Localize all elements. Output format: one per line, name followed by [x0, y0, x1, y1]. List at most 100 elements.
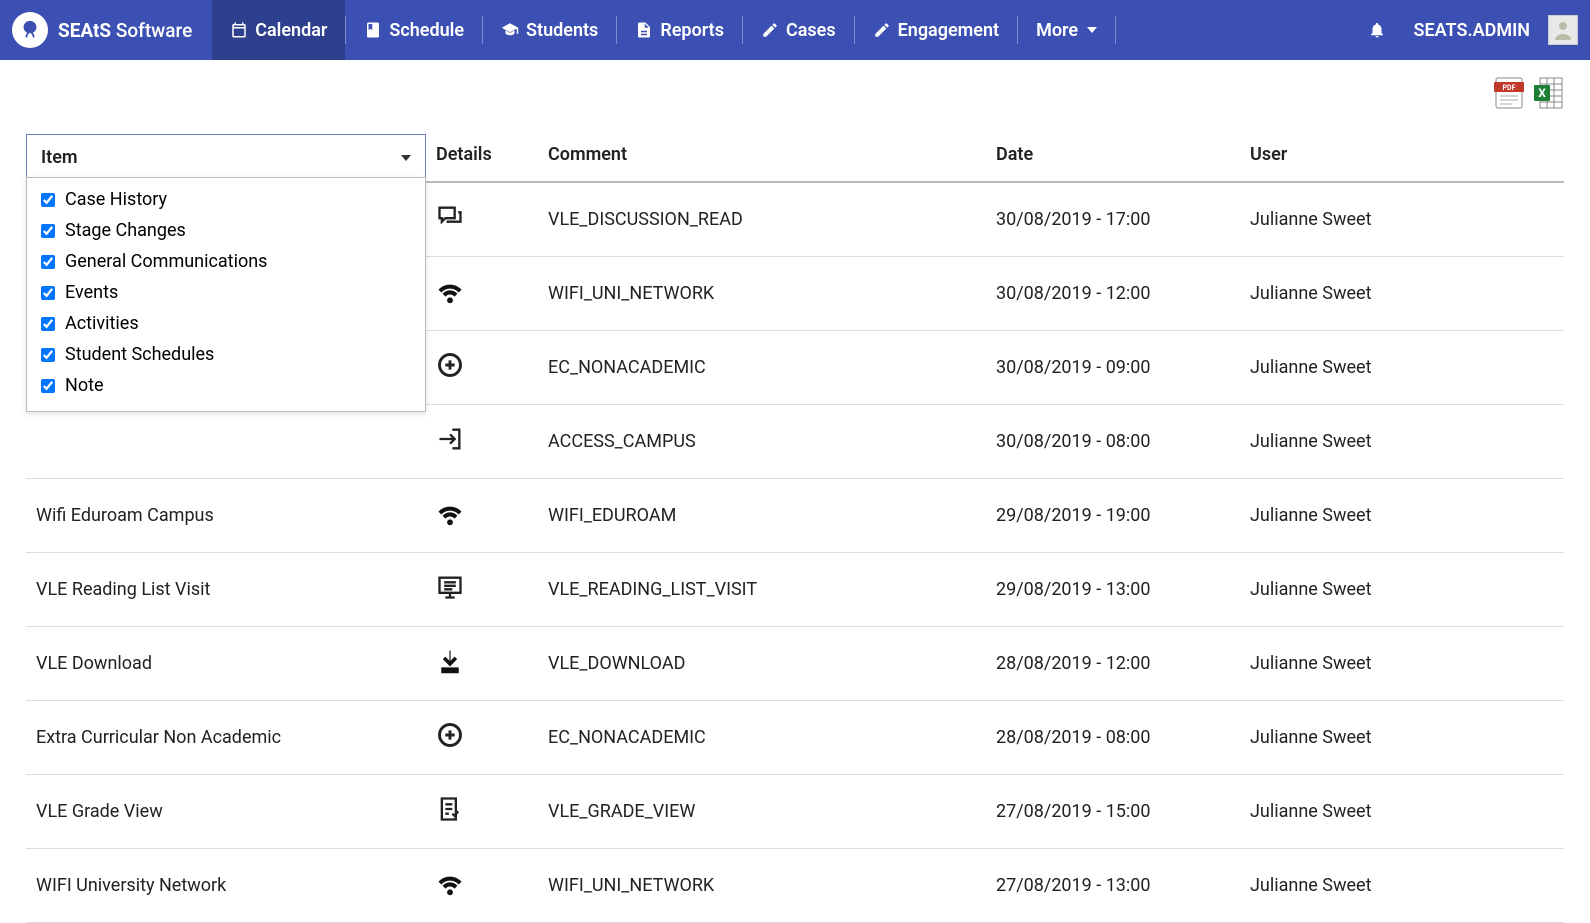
- nav-items: CalendarSchedule Students Reports Cases Enga…: [212, 0, 1116, 60]
- wifi-icon: [436, 277, 464, 305]
- excel-icon: X: [1534, 76, 1564, 110]
- notifications-button[interactable]: [1358, 21, 1396, 39]
- filter-label: Case History: [65, 189, 167, 210]
- wifi-icon: [436, 869, 464, 897]
- content: PDF X Item Details Comment Date Us: [0, 60, 1590, 923]
- col-date[interactable]: Date: [986, 128, 1240, 182]
- cell-date: 28/08/2019 - 08:00: [986, 701, 1240, 775]
- cell-date: 30/08/2019 - 12:00: [986, 257, 1240, 331]
- table-row[interactable]: WIFI University Network WIFI_UNI_NETWORK2…: [26, 849, 1564, 923]
- file-icon: [635, 21, 653, 39]
- filter-checkbox[interactable]: [41, 379, 55, 393]
- cell-date: 30/08/2019 - 17:00: [986, 182, 1240, 257]
- table-row[interactable]: VLE DownloadVLE_DOWNLOAD28/08/2019 - 12:…: [26, 627, 1564, 701]
- filter-option-general-communications[interactable]: General Communications: [27, 246, 425, 277]
- table-row[interactable]: VLE Reading List VisitVLE_READING_LIST_V…: [26, 553, 1564, 627]
- filter-option-case-history[interactable]: Case History: [27, 184, 425, 215]
- cell-details: [426, 479, 538, 553]
- cell-comment: WIFI_UNI_NETWORK: [538, 849, 986, 923]
- nav-schedule[interactable]: Schedule: [346, 0, 482, 60]
- filter-option-activities[interactable]: Activities: [27, 308, 425, 339]
- cell-details: [426, 331, 538, 405]
- col-details[interactable]: Details: [426, 128, 538, 182]
- item-filter-dropdown[interactable]: Item: [26, 134, 426, 181]
- brand[interactable]: SEAtS Software: [12, 12, 212, 48]
- col-comment[interactable]: Comment: [538, 128, 986, 182]
- table-row[interactable]: ACCESS_CAMPUS30/08/2019 - 08:00Julianne …: [26, 405, 1564, 479]
- table-row[interactable]: Extra Curricular Non AcademicEC_NONACADE…: [26, 701, 1564, 775]
- cell-comment: VLE_READING_LIST_VISIT: [538, 553, 986, 627]
- grad-cap-icon: [501, 21, 519, 39]
- nav-students[interactable]: Students: [483, 0, 616, 60]
- filter-label: Student Schedules: [65, 344, 214, 365]
- discussion-icon: [436, 203, 464, 231]
- filter-checkbox[interactable]: [41, 348, 55, 362]
- cell-comment: VLE_DISCUSSION_READ: [538, 182, 986, 257]
- avatar[interactable]: [1548, 15, 1578, 45]
- cell-details: [426, 257, 538, 331]
- filter-checkbox[interactable]: [41, 193, 55, 207]
- export-pdf-button[interactable]: PDF: [1494, 76, 1524, 110]
- cell-details: [426, 405, 538, 479]
- cell-user: Julianne Sweet: [1240, 479, 1564, 553]
- cell-comment: WIFI_EDUROAM: [538, 479, 986, 553]
- export-bar: PDF X: [26, 70, 1564, 128]
- cell-date: 27/08/2019 - 15:00: [986, 775, 1240, 849]
- bell-icon: [1368, 21, 1386, 39]
- filter-checkbox[interactable]: [41, 224, 55, 238]
- plus-circle-icon: [436, 351, 464, 379]
- cell-item: WIFI University Network: [26, 849, 426, 923]
- edit-icon: [761, 21, 779, 39]
- nav-label: Reports: [660, 20, 724, 41]
- table-row[interactable]: Wifi Eduroam CampusWIFI_EDUROAM29/08/201…: [26, 479, 1564, 553]
- col-user[interactable]: User: [1240, 128, 1564, 182]
- filter-label: Stage Changes: [65, 220, 186, 241]
- download-icon: [436, 647, 464, 675]
- nav-more[interactable]: More: [1018, 0, 1115, 60]
- nav-label: Cases: [786, 20, 836, 41]
- cell-user: Julianne Sweet: [1240, 849, 1564, 923]
- filter-checkbox[interactable]: [41, 317, 55, 331]
- nav-separator: [1115, 16, 1116, 44]
- cell-comment: ACCESS_CAMPUS: [538, 405, 986, 479]
- filter-checkbox[interactable]: [41, 255, 55, 269]
- svg-text:X: X: [1538, 86, 1546, 100]
- table-row[interactable]: VLE Grade ViewVLE_GRADE_VIEW27/08/2019 -…: [26, 775, 1564, 849]
- filter-label: Activities: [65, 313, 139, 334]
- cell-details: [426, 849, 538, 923]
- navbar: SEAtS Software CalendarSchedule Students R…: [0, 0, 1590, 60]
- nav-label: Students: [526, 20, 598, 41]
- export-excel-button[interactable]: X: [1534, 76, 1564, 110]
- filter-checkbox[interactable]: [41, 286, 55, 300]
- wifi-icon: [436, 499, 464, 527]
- filter-option-events[interactable]: Events: [27, 277, 425, 308]
- cell-item: VLE Download: [26, 627, 426, 701]
- filter-label: Events: [65, 282, 118, 303]
- filter-option-student-schedules[interactable]: Student Schedules: [27, 339, 425, 370]
- cell-user: Julianne Sweet: [1240, 331, 1564, 405]
- cell-date: 30/08/2019 - 09:00: [986, 331, 1240, 405]
- chevron-down-icon: [1087, 27, 1097, 33]
- cell-item: Wifi Eduroam Campus: [26, 479, 426, 553]
- avatar-icon: [1551, 18, 1575, 42]
- checklist-icon: [436, 795, 464, 823]
- brand-logo-icon: [12, 12, 48, 48]
- cell-user: Julianne Sweet: [1240, 257, 1564, 331]
- cell-date: 27/08/2019 - 13:00: [986, 849, 1240, 923]
- cell-comment: WIFI_UNI_NETWORK: [538, 257, 986, 331]
- cell-date: 30/08/2019 - 08:00: [986, 405, 1240, 479]
- filter-option-stage-changes[interactable]: Stage Changes: [27, 215, 425, 246]
- cell-details: [426, 627, 538, 701]
- cell-user: Julianne Sweet: [1240, 775, 1564, 849]
- filter-option-note[interactable]: Note: [27, 370, 425, 401]
- cell-comment: VLE_GRADE_VIEW: [538, 775, 986, 849]
- nav-calendar[interactable]: Calendar: [212, 0, 345, 60]
- cell-details: [426, 553, 538, 627]
- nav-label: Engagement: [898, 20, 999, 41]
- cell-comment: EC_NONACADEMIC: [538, 701, 986, 775]
- nav-engagement[interactable]: Engagement: [855, 0, 1017, 60]
- user-name[interactable]: SEATS.ADMIN: [1414, 20, 1531, 41]
- nav-cases[interactable]: Cases: [743, 0, 854, 60]
- nav-reports[interactable]: Reports: [617, 0, 742, 60]
- cell-comment: VLE_DOWNLOAD: [538, 627, 986, 701]
